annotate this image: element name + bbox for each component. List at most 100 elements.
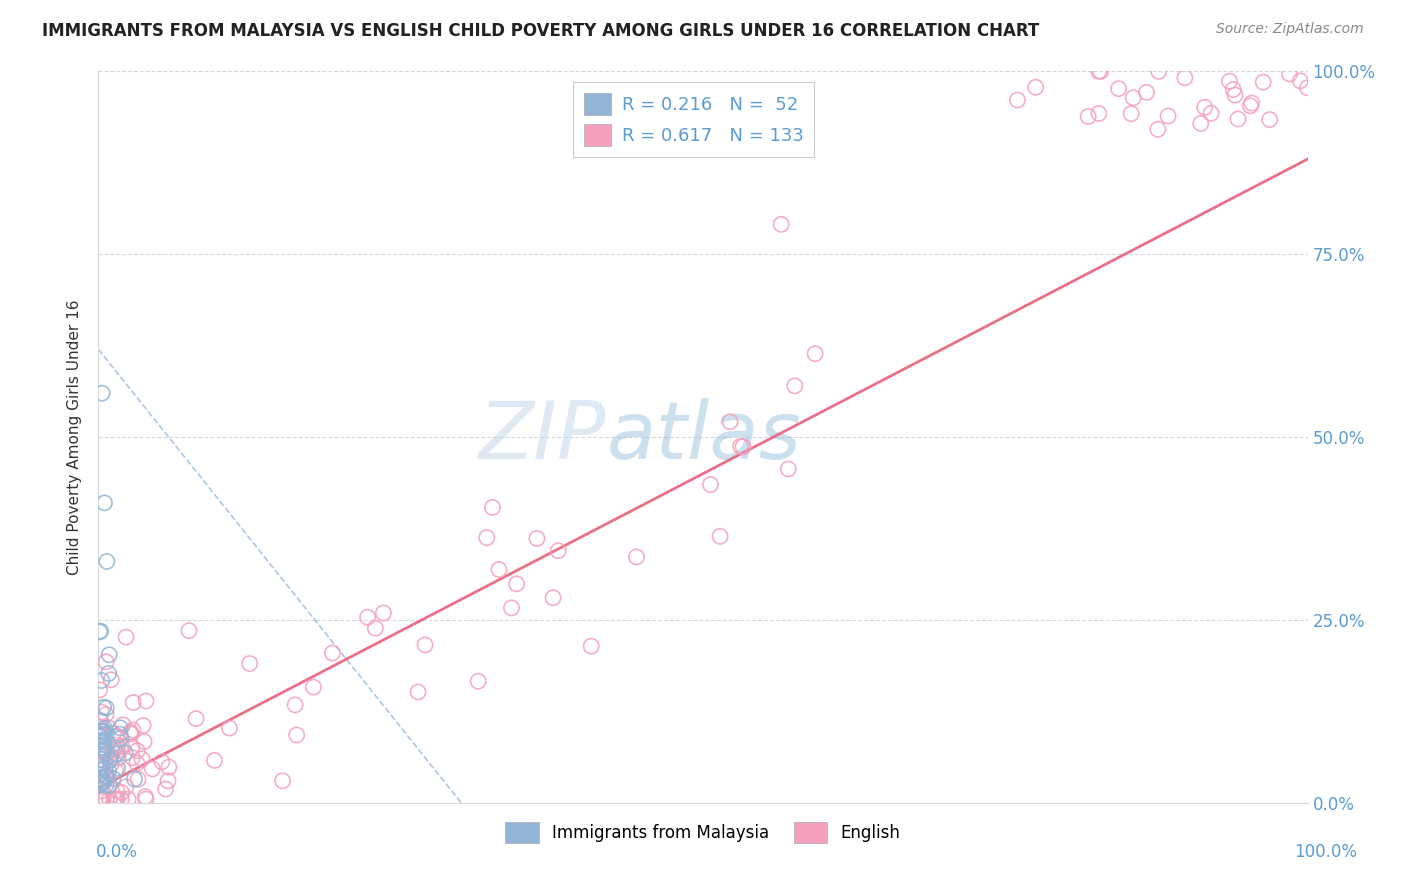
- Point: [96, 554, 118, 568]
- Point: [155, 782, 177, 797]
- Point: [89, 792, 111, 806]
- Point: [239, 657, 262, 671]
- Point: [135, 694, 157, 708]
- Point: [406, 685, 429, 699]
- Point: [321, 646, 343, 660]
- Point: [1087, 64, 1109, 78]
- Point: [94, 761, 117, 775]
- Point: [90, 705, 112, 719]
- Point: [90, 784, 112, 798]
- Point: [101, 772, 124, 786]
- Point: [96, 701, 118, 715]
- Point: [89, 756, 111, 770]
- Point: [105, 792, 128, 806]
- Point: [731, 440, 754, 454]
- Point: [89, 792, 111, 806]
- Point: [135, 792, 157, 806]
- Point: [117, 792, 139, 806]
- Point: [1090, 64, 1112, 78]
- Point: [110, 792, 132, 806]
- Point: [356, 610, 378, 624]
- Point: [90, 673, 112, 688]
- Point: [1258, 112, 1281, 127]
- Text: ZIP: ZIP: [479, 398, 606, 476]
- Point: [90, 772, 112, 786]
- Point: [526, 532, 548, 546]
- Point: [90, 756, 112, 770]
- Point: [89, 792, 111, 806]
- Point: [89, 778, 111, 792]
- Point: [98, 778, 121, 792]
- Point: [204, 753, 226, 767]
- Point: [97, 764, 120, 778]
- Point: [718, 415, 741, 429]
- Point: [114, 746, 136, 760]
- Point: [778, 462, 800, 476]
- Point: [699, 477, 721, 491]
- Y-axis label: Child Poverty Among Girls Under 16: Child Poverty Among Girls Under 16: [67, 300, 83, 574]
- Point: [94, 655, 117, 669]
- Point: [103, 741, 125, 756]
- Point: [89, 730, 111, 744]
- Legend: Immigrants from Malaysia, English: Immigrants from Malaysia, English: [499, 815, 907, 849]
- Point: [132, 734, 155, 748]
- Point: [90, 729, 112, 743]
- Point: [91, 386, 114, 401]
- Point: [1223, 88, 1246, 103]
- Point: [1222, 82, 1244, 96]
- Point: [94, 778, 117, 792]
- Point: [110, 721, 132, 735]
- Text: IMMIGRANTS FROM MALAYSIA VS ENGLISH CHILD POVERTY AMONG GIRLS UNDER 16 CORRELATI: IMMIGRANTS FROM MALAYSIA VS ENGLISH CHIL…: [42, 22, 1039, 40]
- Point: [90, 733, 112, 747]
- Point: [105, 740, 128, 755]
- Point: [89, 792, 111, 806]
- Point: [90, 714, 112, 728]
- Point: [541, 591, 564, 605]
- Point: [131, 752, 153, 766]
- Point: [157, 760, 180, 774]
- Point: [89, 682, 111, 697]
- Point: [94, 771, 117, 785]
- Point: [90, 776, 112, 790]
- Point: [98, 778, 121, 792]
- Point: [1121, 106, 1143, 120]
- Point: [373, 606, 395, 620]
- Point: [1077, 110, 1099, 124]
- Point: [93, 741, 115, 756]
- Point: [1135, 86, 1157, 100]
- Point: [91, 773, 114, 788]
- Point: [90, 747, 112, 762]
- Point: [107, 761, 129, 775]
- Point: [783, 379, 806, 393]
- Point: [107, 750, 129, 764]
- Point: [1147, 64, 1170, 78]
- Point: [89, 792, 111, 806]
- Point: [730, 439, 752, 453]
- Point: [1189, 116, 1212, 130]
- Point: [1289, 74, 1312, 88]
- Point: [93, 744, 115, 758]
- Point: [475, 531, 498, 545]
- Point: [481, 500, 503, 515]
- Point: [804, 347, 827, 361]
- Point: [96, 746, 118, 760]
- Point: [89, 768, 111, 782]
- Point: [121, 739, 143, 754]
- Point: [579, 639, 602, 653]
- Point: [1227, 112, 1250, 126]
- Point: [709, 529, 731, 543]
- Point: [89, 761, 111, 775]
- Point: [132, 718, 155, 732]
- Point: [110, 742, 132, 756]
- Point: [547, 543, 569, 558]
- Point: [91, 775, 114, 789]
- Point: [98, 753, 121, 767]
- Point: [98, 792, 121, 806]
- Point: [1251, 75, 1274, 89]
- Point: [122, 723, 145, 737]
- Point: [111, 786, 134, 800]
- Point: [93, 496, 115, 510]
- Point: [124, 772, 146, 786]
- Point: [105, 747, 128, 761]
- Point: [177, 624, 200, 638]
